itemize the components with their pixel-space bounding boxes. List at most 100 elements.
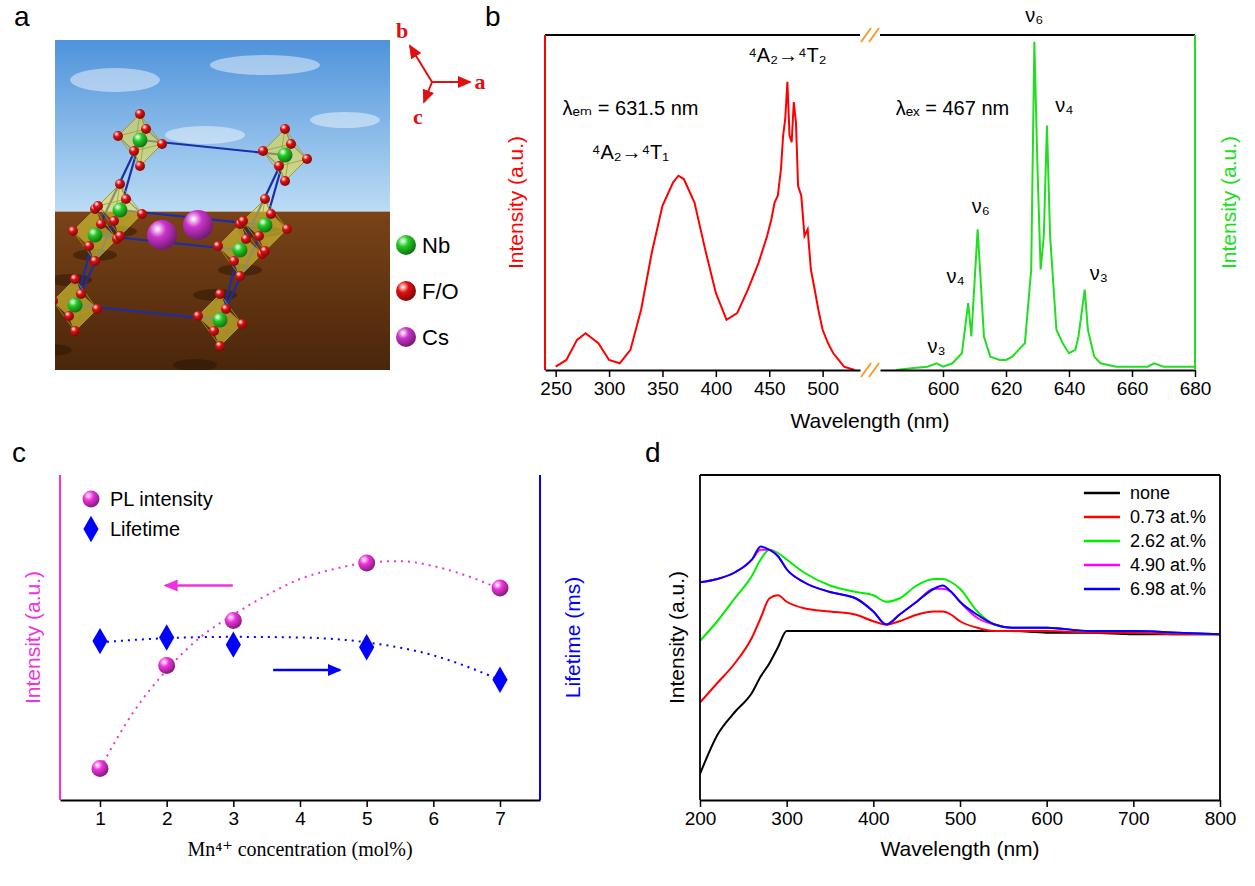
tick-mark <box>233 800 235 807</box>
nb-atom <box>213 313 228 328</box>
legend-label: Nb <box>422 233 450 258</box>
spectrum-line <box>700 595 1220 702</box>
octahedron <box>243 199 287 251</box>
panel-c: c1234567PL intensityLifetimeMn⁴⁺ concent… <box>12 437 584 861</box>
tick-label: 3 <box>229 808 240 829</box>
legend-symbol <box>396 327 416 347</box>
top-spine <box>700 474 1220 476</box>
tick: 640 <box>1054 370 1086 399</box>
x-axis-title: Wavelength (nm) <box>790 409 949 432</box>
cloud <box>70 68 160 92</box>
crystal-axis <box>432 81 470 83</box>
octahedron <box>198 294 242 346</box>
nb-atom <box>233 243 248 258</box>
annotation: ν₆ <box>1025 4 1043 26</box>
shadow <box>55 344 72 356</box>
tick: 680 <box>1180 370 1212 399</box>
octahedron <box>263 129 307 181</box>
fo-atom <box>93 201 103 211</box>
spectrum-line <box>700 547 1220 635</box>
tick-mark <box>716 370 718 377</box>
tick-label: 660 <box>1117 378 1149 399</box>
tick: 660 <box>1117 370 1149 399</box>
panel-letter: d <box>645 437 661 468</box>
x-axis: 1234567 <box>61 800 541 829</box>
left-spine <box>699 475 701 800</box>
axis-arrow <box>273 669 340 672</box>
tick-mark <box>1006 370 1008 377</box>
fo-atom <box>260 246 270 256</box>
annotation: ν₃ <box>928 335 946 357</box>
tick: 4 <box>295 800 306 829</box>
fo-atom <box>96 219 106 229</box>
tick-mark <box>1132 370 1134 377</box>
tick-mark <box>873 800 875 807</box>
tick: 500 <box>945 800 977 829</box>
tick-label: 600 <box>1031 808 1063 829</box>
fo-atom <box>92 304 102 314</box>
nb-atom <box>88 228 103 243</box>
tick: 600 <box>1031 800 1063 829</box>
plot-area <box>556 82 855 370</box>
figure: aNbF/OCsabcb2503003504004505006006206406… <box>0 0 1255 886</box>
tick-mark <box>366 800 368 807</box>
tick-mark <box>433 800 435 807</box>
annotation: ν₄ <box>1055 94 1073 116</box>
data-point <box>92 760 109 777</box>
tick: 450 <box>754 370 786 399</box>
cloud <box>310 112 380 128</box>
fo-atom <box>129 146 139 156</box>
tick-mark <box>166 800 168 807</box>
legend-symbol <box>1084 516 1120 519</box>
legend-label: PL intensity <box>110 488 213 510</box>
fo-atom <box>64 311 74 321</box>
fo-atom <box>109 216 119 226</box>
y-axis-title: Intensity (a.u.) <box>21 571 44 704</box>
legend-symbol <box>1084 492 1120 495</box>
tick-label: 6 <box>429 808 440 829</box>
legend-symbol <box>1084 540 1120 543</box>
fo-atom <box>286 139 296 149</box>
tick: 350 <box>647 370 679 399</box>
panel-d: d200300400500600700800none0.73 at.%2.62 … <box>645 437 1236 860</box>
x-axis-title: Mn⁴⁺ concentration (mol%) <box>187 838 412 861</box>
legend-label: none <box>1130 483 1170 503</box>
fo-atom <box>215 341 225 351</box>
spectrum-line <box>700 550 1220 641</box>
fo-atom <box>141 124 151 134</box>
x-axis: 600620640660680 <box>881 370 1212 399</box>
cell-edge <box>265 155 285 225</box>
left-spine <box>544 35 546 370</box>
plot-area <box>700 547 1220 775</box>
cell-edge <box>75 305 220 320</box>
annotation: ν₃ <box>1090 262 1108 284</box>
tick: 620 <box>991 370 1023 399</box>
axis-line <box>881 370 1196 372</box>
data-point <box>159 624 174 650</box>
tick-label: 4 <box>295 808 306 829</box>
crystal-axis-label: c <box>413 104 423 129</box>
annotation: ν₄ <box>947 265 965 287</box>
fo-atom <box>121 194 131 204</box>
data-point <box>92 628 107 654</box>
tick-mark <box>662 370 664 377</box>
legend-symbol <box>396 235 416 255</box>
y-axis-title: Intensity (a.u.) <box>504 136 527 269</box>
fo-atom <box>115 231 125 241</box>
spectrum-line <box>896 42 1195 370</box>
panel-letter: b <box>485 1 501 32</box>
octahedron <box>118 114 162 166</box>
spectrum-line <box>700 550 1220 635</box>
cs-atom <box>183 210 213 240</box>
tick-label: 620 <box>991 378 1023 399</box>
panel-letter: a <box>14 1 30 32</box>
fo-atom <box>282 224 292 234</box>
top-spine <box>545 34 860 36</box>
axis-arrow <box>166 584 233 587</box>
panel-b: b250300350400450500600620640660680Wavele… <box>485 1 1240 432</box>
tick: 500 <box>807 370 839 399</box>
legend: PL intensityLifetime <box>83 488 213 542</box>
data-point <box>492 580 509 597</box>
fo-atom <box>280 176 290 186</box>
annotation: λₑₘ = 631.5 nm <box>562 97 698 119</box>
